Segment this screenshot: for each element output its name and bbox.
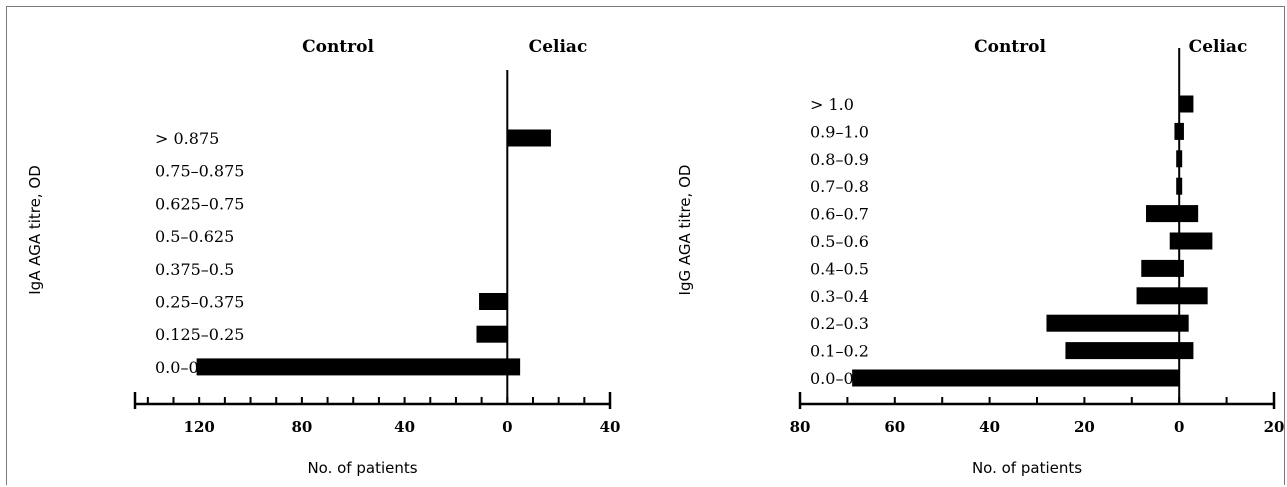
category-label: 0.7–0.8 [810,177,869,196]
bar-control [476,325,508,343]
bar-celiac [1179,177,1183,195]
bar-control [479,293,508,310]
group-label-celiac: Celiac [1189,37,1248,57]
bar-celiac [1179,95,1194,113]
x-tick-label: 40 [394,418,415,436]
category-label: 0.2–0.3 [810,314,869,333]
bar-control [1141,259,1180,277]
x-tick-label: 0 [502,418,512,436]
category-label: 0.5–0.6 [810,232,869,251]
x-tick-label: 20 [1264,418,1285,436]
bar-celiac [507,358,521,376]
chart-1: 120 80 40 0 40 Control Celiac IgA AGA titre, OD… [26,37,620,477]
bar-celiac [1179,150,1183,168]
category-label: 0.6–0.7 [810,205,869,224]
bar-control [1169,232,1180,250]
category-label: 0.75–0.875 [155,162,244,181]
category-label: > 1.0 [810,95,854,114]
bar-control [1046,314,1180,332]
bar-celiac [507,129,551,147]
bar-celiac [1179,259,1184,277]
bar-celiac [1179,122,1184,140]
bar-control [1176,177,1180,195]
y-axis-title: IgG AGA titre, OD [676,165,694,296]
chart-2: 80 60 40 20 0 20 Control Celiac IgG AGA titre, O… [676,37,1284,477]
category-label: 0.9–1.0 [810,122,869,141]
bar-control [196,358,508,376]
group-label-celiac: Celiac [529,37,588,57]
x-tick-label: 0 [1174,418,1184,436]
group-label-control: Control [974,37,1046,57]
x-tick-label: 20 [1074,418,1095,436]
bar-control [1176,150,1180,168]
bar-control [852,369,1180,387]
category-label: 0.3–0.4 [810,287,869,306]
figure-frame [6,6,1285,485]
bar-control [1136,287,1180,305]
y-axis-title: IgA AGA titre, OD [26,165,44,295]
x-tick-label: 120 [184,418,215,436]
bar-control [1146,205,1180,223]
x-axis-title: No. of patients [307,459,417,477]
category-label: > 0.875 [155,129,219,148]
bar-celiac [1179,205,1199,223]
bar-celiac [1179,287,1208,305]
category-label: 0.375–0.5 [155,260,234,279]
x-axis-title: No. of patients [972,459,1082,477]
bar-celiac [1179,342,1194,360]
x-tick-label: 80 [790,418,811,436]
category-label: 0.1–0.2 [810,342,869,361]
category-label: 0.125–0.25 [155,325,244,344]
x-tick-label: 60 [884,418,905,436]
category-label: 0.25–0.375 [155,293,244,312]
category-label: 0.4–0.5 [810,259,869,278]
bar-control [1065,342,1180,360]
group-label-control: Control [302,37,374,57]
x-tick-label: 40 [979,418,1000,436]
category-label: 0.8–0.9 [810,150,869,169]
x-tick-label: 80 [291,418,312,436]
category-label: 0.625–0.75 [155,194,244,213]
x-tick-label: 40 [600,418,621,436]
category-label: 0.5–0.625 [155,227,234,246]
bar-control [1174,122,1180,140]
bar-celiac [1179,314,1189,332]
bar-celiac [1179,232,1213,250]
